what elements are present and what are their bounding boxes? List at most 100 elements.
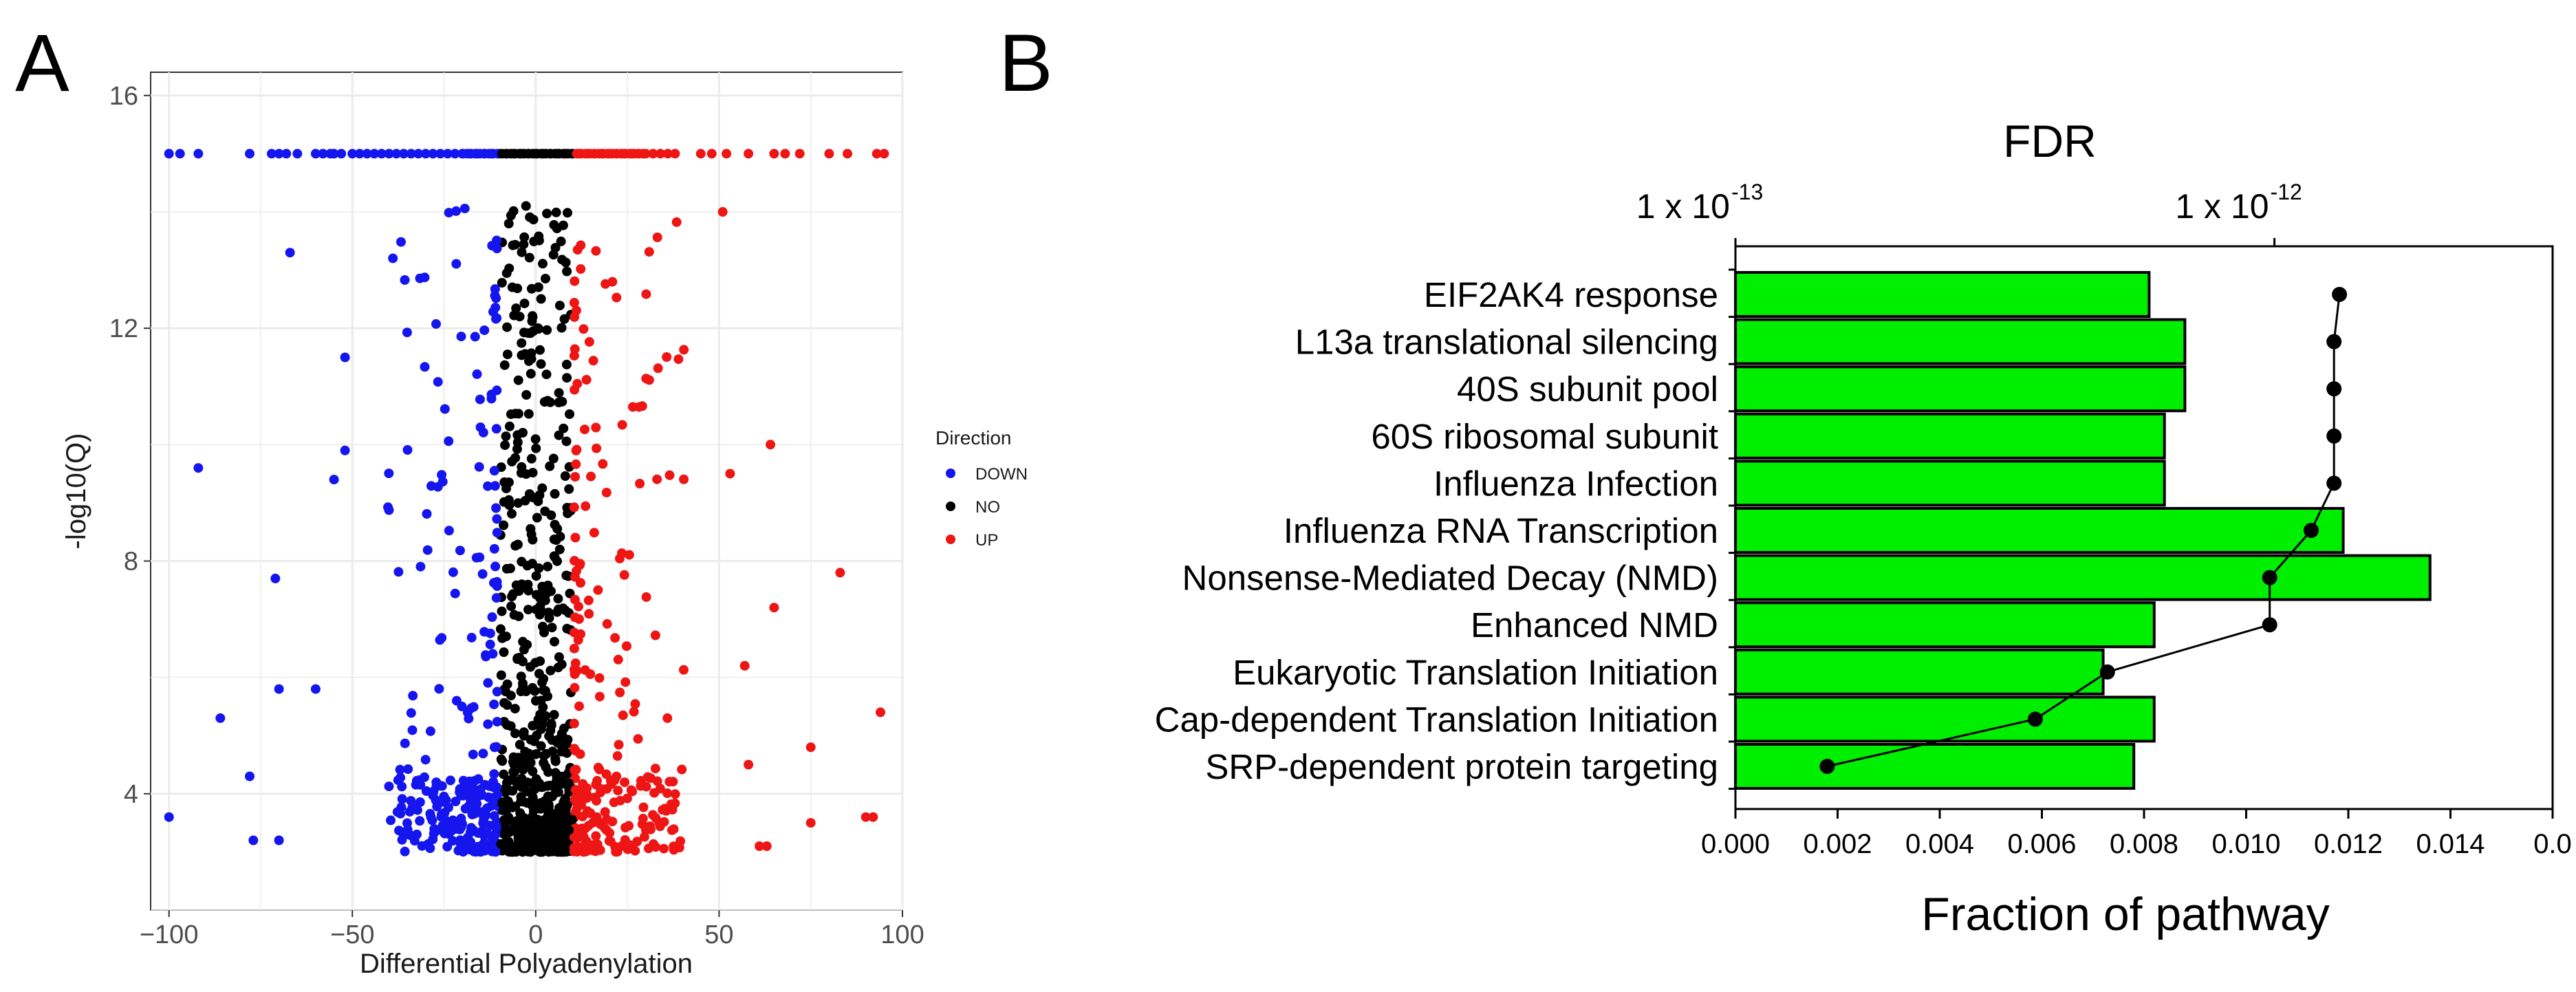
point-down (445, 775, 455, 786)
point-down (392, 807, 402, 817)
point-down (489, 742, 499, 753)
point-up (601, 825, 611, 835)
point-no (521, 390, 532, 400)
point-no (562, 266, 572, 277)
point-no (500, 440, 510, 451)
point-no (524, 252, 534, 263)
point-down (481, 650, 490, 660)
point-down (479, 325, 490, 336)
volcano-y-ticks: 4 8 12 16 (109, 82, 151, 809)
point-up (629, 707, 639, 717)
point-no (535, 345, 545, 355)
point-no (502, 700, 512, 710)
point-up (744, 149, 754, 159)
point-up (654, 817, 664, 828)
point-no (515, 740, 525, 750)
point-down (479, 627, 490, 637)
point-no (523, 605, 533, 615)
point-down (245, 771, 255, 781)
point-no (536, 589, 546, 599)
point-up (585, 669, 596, 679)
point-no (499, 520, 509, 530)
point-up (624, 821, 634, 831)
point-no (528, 215, 539, 225)
point-down (435, 149, 446, 159)
point-down (397, 834, 407, 845)
point-no (507, 592, 517, 602)
point-down (450, 588, 460, 599)
point-down (420, 149, 431, 159)
point-down (281, 149, 292, 159)
fraction-tick-label: 0.000 (1701, 829, 1770, 859)
point-up (655, 784, 665, 794)
point-up (613, 654, 623, 665)
point-no (548, 746, 558, 757)
volcano-gridlines (151, 72, 904, 911)
point-up (835, 568, 845, 578)
point-no (499, 647, 509, 657)
point-down (422, 545, 433, 555)
point-down (431, 319, 441, 329)
point-up (572, 804, 581, 815)
point-no (536, 741, 546, 751)
legend-down-label: DOWN (975, 465, 1028, 484)
legend-no-marker (946, 502, 955, 511)
point-no (530, 804, 541, 814)
point-down (400, 846, 410, 856)
point-up (592, 443, 602, 453)
point-up (755, 841, 765, 851)
point-down (479, 838, 489, 848)
legend-up-label: UP (975, 531, 998, 550)
point-up (679, 474, 689, 484)
point-up (570, 532, 581, 543)
point-no (554, 430, 564, 440)
point-no (546, 720, 556, 731)
point-no (512, 653, 523, 663)
point-down (407, 725, 418, 735)
point-no (526, 328, 536, 338)
point-down (491, 593, 501, 603)
point-up (644, 247, 654, 257)
point-up (761, 841, 772, 851)
point-up (574, 601, 583, 612)
point-no (542, 208, 552, 219)
point-up (577, 823, 587, 834)
point-no (559, 423, 569, 433)
point-down (477, 569, 488, 579)
point-no (554, 301, 565, 311)
point-down (466, 837, 476, 847)
pathway-label: L13a translational silencing (1295, 323, 1718, 362)
pathway-panel: B FDR 1 x 10 -13 1 x 10 -12 EIF2AK4 respons… (999, 18, 2572, 940)
point-down (270, 573, 281, 583)
point-down (483, 719, 493, 729)
pathway-label: SRP-dependent protein targeting (1205, 747, 1718, 786)
point-no (526, 283, 537, 294)
point-no (508, 767, 519, 777)
point-up (602, 618, 612, 629)
point-down (388, 253, 398, 263)
x-tick-label: 0 (528, 920, 543, 949)
point-down (478, 427, 488, 438)
point-down (444, 208, 454, 218)
point-no (516, 671, 526, 682)
point-up (605, 837, 616, 847)
point-down (426, 812, 436, 822)
point-up (584, 336, 594, 347)
point-down (451, 696, 462, 706)
point-down (455, 787, 465, 797)
point-down (336, 149, 347, 159)
point-down (492, 528, 502, 538)
point-down (193, 149, 204, 159)
point-up (769, 603, 779, 613)
point-up (872, 149, 882, 159)
point-no (546, 510, 556, 520)
point-up (673, 354, 684, 365)
fdr-point (2326, 334, 2342, 349)
y-tick-label: 12 (109, 314, 138, 343)
point-down (407, 802, 418, 812)
point-down (435, 797, 445, 808)
panel-a-letter: A (15, 18, 69, 109)
point-down (442, 149, 453, 159)
point-no (509, 310, 519, 321)
fraction-x-ticks: 0.000 0.002 0.004 0.006 0.008 0.010 0.012 0.014… (1701, 809, 2572, 859)
